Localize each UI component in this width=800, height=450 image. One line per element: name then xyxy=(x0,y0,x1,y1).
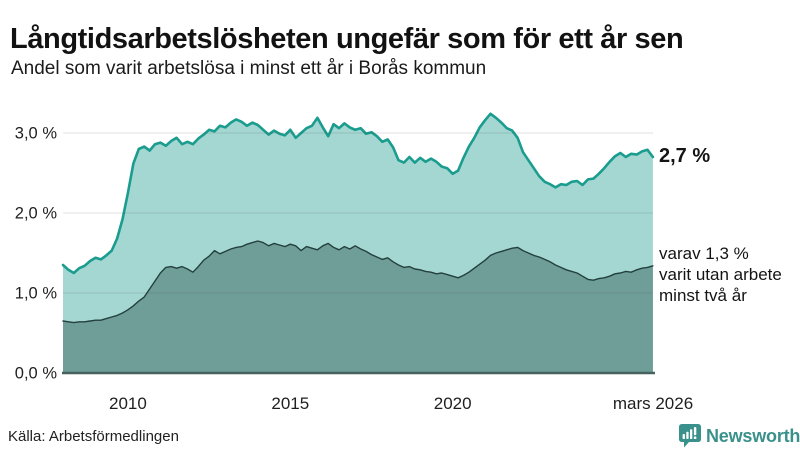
area-series-2 xyxy=(63,241,653,373)
x-axis-tick-label: mars 2026 xyxy=(613,394,693,413)
newsworthy-wordmark: Newsworthy xyxy=(706,425,800,446)
newsworthy-logo-icon xyxy=(679,423,701,447)
y-axis-tick-label: 0,0 % xyxy=(15,365,58,383)
line-series-1 xyxy=(61,112,655,275)
y-axis-tick-label: 3,0 % xyxy=(15,125,58,143)
y-axis-tick-label: 1,0 % xyxy=(15,285,58,303)
newsworthy-logo: Newsworthy xyxy=(679,423,800,449)
x-axis-tick-label: 2020 xyxy=(434,394,472,413)
chart-subtitle: Andel som varit arbetslösa i minst ett å… xyxy=(11,58,487,79)
y-axis-tick-label: 2,0 % xyxy=(15,205,58,223)
page-title: Långtidsarbetslösheten ungefär som för e… xyxy=(10,23,684,56)
source-caption: Källa: Arbetsförmedlingen xyxy=(8,428,179,445)
x-axis-tick-label: 2010 xyxy=(109,394,147,413)
latest-value-label: 2,7 % xyxy=(659,145,711,167)
secondary-series-label: varav 1,3 % varit utan arbete minst två … xyxy=(659,244,782,305)
line-series-2 xyxy=(62,240,654,324)
x-axis-tick-label: 2015 xyxy=(271,394,309,413)
